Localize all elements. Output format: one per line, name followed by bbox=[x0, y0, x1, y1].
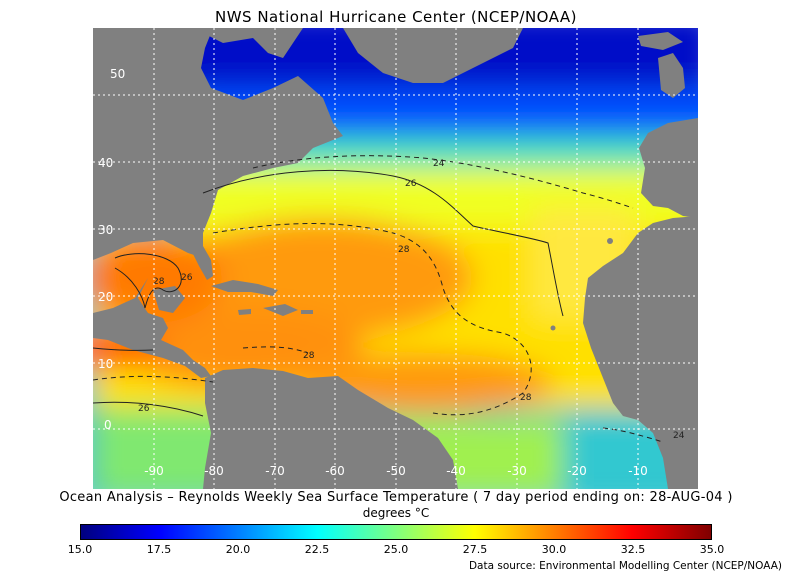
colorbar-tick: 35.0 bbox=[699, 543, 725, 556]
sst-map: 24 26 28 28 28 26 24 26 28 24 bbox=[93, 28, 698, 489]
land-jamaica bbox=[238, 309, 251, 315]
lon-label: -40 bbox=[446, 464, 466, 478]
lat-label: 50 bbox=[110, 67, 125, 81]
contour-24-north bbox=[252, 155, 634, 209]
units-label: degrees °C bbox=[362, 506, 430, 520]
colorbar-tick: 22.5 bbox=[304, 543, 330, 556]
lat-label: 0 bbox=[104, 418, 112, 432]
land-puerto-rico bbox=[301, 310, 313, 314]
contour-28-gulf bbox=[114, 253, 182, 309]
graticule bbox=[93, 28, 698, 489]
land-iceland bbox=[638, 32, 683, 50]
land bbox=[93, 28, 698, 489]
land-canary-islands bbox=[607, 238, 613, 244]
land-yucatan bbox=[153, 286, 185, 313]
lat-labels: 0 10 20 30 40 50 bbox=[98, 67, 125, 432]
land-florida bbox=[191, 246, 213, 280]
map-caption: Ocean Analysis – Reynolds Weekly Sea Sur… bbox=[59, 490, 733, 505]
contours bbox=[93, 155, 664, 443]
colorbar-tick: 32.5 bbox=[620, 543, 646, 556]
contour-26-west bbox=[93, 347, 154, 351]
lon-label: -30 bbox=[507, 464, 527, 478]
colorbar-tick: 27.5 bbox=[462, 543, 488, 556]
lon-label: -20 bbox=[567, 464, 587, 478]
land-north-america bbox=[93, 28, 343, 260]
colorbar-tick: 25.0 bbox=[383, 543, 409, 556]
colorbar-tick: 15.0 bbox=[67, 543, 93, 556]
contour-label: 28 bbox=[303, 351, 315, 361]
land-central-america bbox=[93, 278, 211, 378]
contour-label: 24 bbox=[673, 431, 685, 441]
land-baffin bbox=[193, 28, 303, 58]
lat-label: 40 bbox=[98, 156, 113, 170]
lon-label: -70 bbox=[265, 464, 285, 478]
colorbar bbox=[80, 524, 712, 540]
contour-26-north bbox=[202, 169, 564, 317]
land-africa bbox=[583, 216, 698, 489]
contour-label: 28 bbox=[520, 393, 532, 403]
land-greenland bbox=[343, 28, 523, 83]
land-cape-verde bbox=[550, 325, 556, 331]
contour-26-south bbox=[93, 401, 204, 417]
contour-label: 26 bbox=[181, 273, 193, 283]
land-hispaniola bbox=[263, 304, 298, 316]
land-south-america bbox=[203, 368, 458, 489]
contour-24-south bbox=[602, 427, 664, 443]
lat-label: 20 bbox=[98, 290, 113, 304]
contour-labels: 24 26 28 28 28 26 24 26 28 24 bbox=[138, 159, 685, 441]
contour-label: 26 bbox=[138, 404, 150, 414]
contour-28-west bbox=[93, 375, 214, 383]
colorbar-tick: 30.0 bbox=[541, 543, 567, 556]
map-title: NWS National Hurricane Center (NCEP/NOAA… bbox=[214, 8, 577, 26]
lon-label: -50 bbox=[386, 464, 406, 478]
lon-label: -90 bbox=[144, 464, 164, 478]
contour-28-atlantic bbox=[212, 223, 532, 416]
contour-label: 28 bbox=[153, 277, 165, 287]
colorbar-ticks: 15.0 17.5 20.0 22.5 25.0 27.5 30.0 32.5 … bbox=[0, 543, 792, 557]
lat-label: 30 bbox=[98, 223, 113, 237]
land-europe bbox=[639, 118, 698, 218]
lat-label: 10 bbox=[98, 357, 113, 371]
contour-label: 24 bbox=[433, 159, 445, 169]
lon-label: -80 bbox=[204, 464, 224, 478]
lon-label: -10 bbox=[628, 464, 648, 478]
colorbar-tick: 20.0 bbox=[225, 543, 251, 556]
land-uk bbox=[658, 53, 685, 98]
contour-label: 26 bbox=[405, 179, 417, 189]
land-cuba bbox=[211, 280, 278, 296]
contour-label: 28 bbox=[398, 245, 410, 255]
colorbar-tick: 17.5 bbox=[146, 543, 172, 556]
data-source: Data source: Environmental Modelling Cen… bbox=[468, 560, 782, 572]
lon-label: -60 bbox=[325, 464, 345, 478]
lon-labels: -90 -80 -70 -60 -50 -40 -30 -20 -10 bbox=[144, 464, 648, 478]
